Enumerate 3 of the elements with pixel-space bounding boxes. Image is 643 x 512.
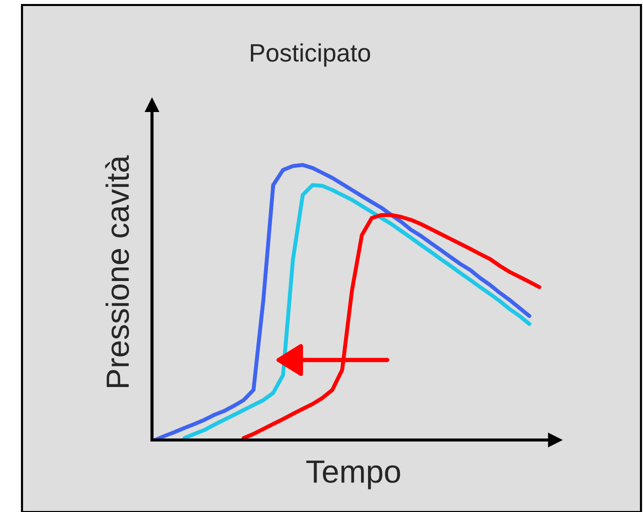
x-axis-title: Tempo [306,460,400,490]
chart-title: Posticipato [250,43,370,67]
y-axis-title: Pressione cavità [105,155,130,388]
